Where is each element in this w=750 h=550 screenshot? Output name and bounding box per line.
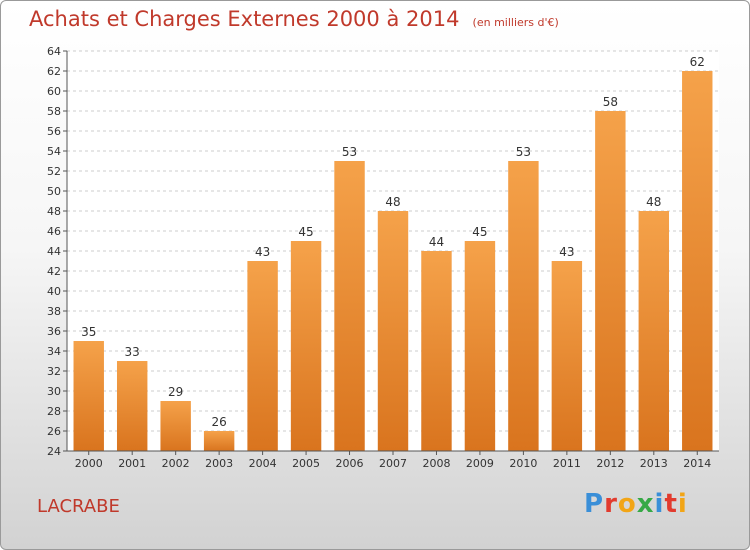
data-label-2011: 43 [559,245,574,259]
logo-letter: o [617,489,637,519]
x-tick-label-2010: 2010 [509,457,537,470]
y-tick-label: 58 [47,105,61,118]
y-tick-label: 28 [47,405,61,418]
data-label-2010: 53 [516,145,531,159]
y-tick-label: 46 [47,225,61,238]
bar-2010 [508,161,539,451]
y-tick-label: 26 [47,425,61,438]
x-tick-label-2002: 2002 [162,457,190,470]
x-tick-label-2007: 2007 [379,457,407,470]
x-tick-label-2009: 2009 [466,457,494,470]
x-tick-label-2013: 2013 [640,457,668,470]
place-name: LACRABE [37,496,120,517]
proxiti-logo: Proxiti [584,489,688,519]
bar-2012 [595,111,626,451]
bar-2008 [421,251,452,451]
y-tick-label: 62 [47,65,61,78]
bar-2014 [682,71,713,451]
bar-2006 [334,161,365,451]
logo-letter: i [654,489,665,519]
y-tick-label: 30 [47,385,61,398]
data-label-2009: 45 [472,225,487,239]
data-label-2005: 45 [298,225,313,239]
chart-title: Achats et Charges Externes 2000 à 2014 (… [29,7,559,31]
logo-letter: i [677,489,688,519]
data-label-2003: 26 [211,415,226,429]
y-tick-label: 48 [47,205,61,218]
logo-letter: r [604,489,618,519]
x-tick-label-2014: 2014 [683,457,711,470]
data-label-2012: 58 [603,95,618,109]
x-tick-label-2000: 2000 [75,457,103,470]
y-tick-label: 60 [47,85,61,98]
x-tick-label-2008: 2008 [422,457,450,470]
bar-2011 [551,261,583,451]
y-tick-label: 32 [47,365,61,378]
y-tick-label: 42 [47,265,61,278]
bar-2002 [160,401,191,451]
bar-2013 [638,211,670,451]
y-tick-label: 64 [47,45,61,58]
x-tick-label-2006: 2006 [336,457,364,470]
x-tick-label-2011: 2011 [553,457,581,470]
y-tick-label: 24 [47,445,61,458]
chart-subtitle: (en milliers d'€) [472,16,559,29]
data-label-2002: 29 [168,385,183,399]
bar-2009 [464,241,496,451]
logo-letter: P [584,489,605,519]
y-tick-label: 50 [47,185,61,198]
x-tick-label-2005: 2005 [292,457,320,470]
x-tick-label-2001: 2001 [118,457,146,470]
y-tick-label: 52 [47,165,61,178]
x-tick-label-2012: 2012 [596,457,624,470]
bar-2007 [377,211,409,451]
y-tick-label: 38 [47,305,61,318]
data-label-2014: 62 [690,55,705,69]
y-tick-label: 44 [47,245,61,258]
data-label-2001: 33 [125,345,140,359]
x-tick-label-2003: 2003 [205,457,233,470]
x-tick-label-2004: 2004 [249,457,277,470]
bar-2003 [203,431,235,451]
data-label-2004: 43 [255,245,270,259]
logo-letter: x [636,489,655,519]
data-label-2008: 44 [429,235,444,249]
data-label-2013: 48 [646,195,661,209]
logo-letter: t [664,489,678,519]
y-tick-label: 36 [47,325,61,338]
chart-title-text: Achats et Charges Externes 2000 à 2014 [29,7,460,31]
bar-2004 [247,261,278,451]
data-label-2006: 53 [342,145,357,159]
data-label-2000: 35 [81,325,96,339]
data-label-2007: 48 [385,195,400,209]
bar-2005 [290,241,322,451]
y-tick-label: 54 [47,145,61,158]
bar-2001 [116,361,148,451]
y-tick-label: 56 [47,125,61,138]
y-tick-label: 40 [47,285,61,298]
bar-2000 [73,341,104,451]
y-tick-label: 34 [47,345,61,358]
